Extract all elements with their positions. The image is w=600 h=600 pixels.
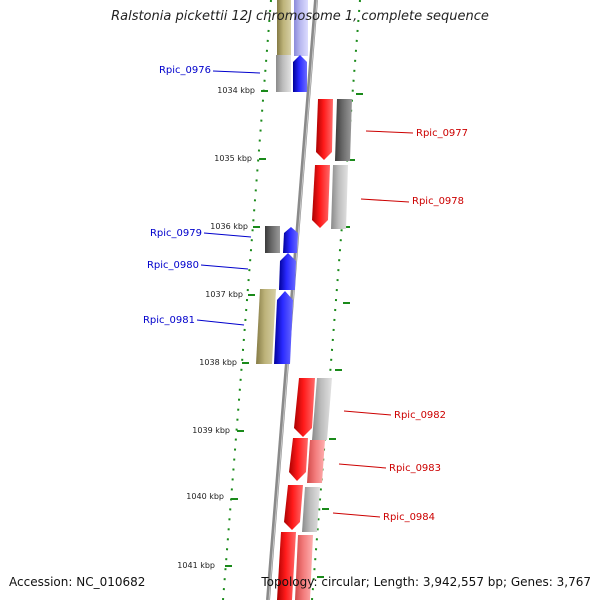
gene-label-rpic-0976[interactable]: Rpic_0976 (159, 65, 211, 76)
tick-label: 1035 kbp (214, 154, 252, 163)
scale-ticks: 1034 kbp 1035 kbp 1036 kbp 1037 kbp 1038… (177, 86, 363, 578)
gene-block (277, 0, 291, 56)
gene-label-rpic-0982[interactable]: Rpic_0982 (394, 410, 446, 421)
label-leader-line (365, 130, 414, 134)
label-leader-line (343, 410, 392, 416)
gene-label-rpic-0977[interactable]: Rpic_0977 (416, 128, 468, 139)
accession-label: Accession: NC_010682 (9, 575, 146, 589)
map-title: Ralstonia pickettii 12J chromosome 1, co… (111, 9, 489, 24)
feature-rpic-0985[interactable] (277, 532, 313, 600)
gene-label-rpic-0984[interactable]: Rpic_0984 (383, 512, 435, 523)
gene-block (302, 487, 320, 532)
scale-ring-outer (311, 0, 361, 600)
label-leader-line (332, 512, 381, 518)
gene-block (307, 440, 325, 483)
gene-label-rpic-0978[interactable]: Rpic_0978 (412, 196, 464, 207)
feature-rpic-0984[interactable] (284, 485, 320, 532)
label-leader-line (203, 232, 252, 238)
cds-arrow (294, 378, 315, 437)
label-leader-line (196, 319, 245, 326)
label-leader-line (212, 70, 261, 74)
tick-label: 1041 kbp (177, 561, 215, 570)
cds-arrow (274, 291, 293, 364)
label-leader-line (338, 463, 387, 469)
tick-label: 1037 kbp (205, 290, 243, 299)
cds-arrow (284, 485, 303, 530)
feature-rpic-0978[interactable] (312, 165, 348, 229)
tick-label: 1036 kbp (210, 222, 248, 231)
gene-block (312, 378, 332, 440)
cds-arrow (293, 55, 307, 92)
gene-block (256, 289, 276, 364)
gene-label-rpic-0983[interactable]: Rpic_0983 (389, 463, 441, 474)
gene-label-rpic-0980[interactable]: Rpic_0980 (147, 260, 199, 271)
cds-block (277, 532, 296, 600)
gene-block (295, 535, 313, 600)
feature-rpic-0983[interactable] (289, 438, 325, 483)
feature-rpic-0976[interactable] (276, 55, 307, 92)
tick-label: 1040 kbp (186, 492, 224, 501)
feature-rpic-0979[interactable] (265, 226, 298, 253)
genome-summary: Topology: circular; Length: 3,942,557 bp… (261, 575, 591, 589)
gene-label-rpic-0981[interactable]: Rpic_0981 (143, 315, 195, 326)
tick-label: 1039 kbp (192, 426, 230, 435)
cds-arrow (312, 165, 330, 228)
cds-arrow (316, 99, 333, 160)
tick-label: 1038 kbp (199, 358, 237, 367)
label-leader-line (200, 264, 249, 270)
cds-arrow (279, 253, 296, 290)
gene-block (331, 165, 348, 229)
feature-rpic-0975[interactable] (277, 0, 308, 56)
feature-rpic-0981[interactable] (256, 289, 293, 364)
feature-rpic-0977[interactable] (316, 99, 352, 161)
gene-block (276, 55, 291, 92)
cds-arrow (283, 227, 298, 253)
feature-rpic-0980[interactable] (279, 253, 296, 290)
cds-block (294, 0, 308, 56)
gene-block (265, 226, 280, 253)
tick-label: 1034 kbp (217, 86, 255, 95)
cds-arrow (289, 438, 308, 481)
gene-block (335, 99, 352, 161)
gene-label-rpic-0979[interactable]: Rpic_0979 (150, 228, 202, 239)
feature-rpic-0982[interactable] (294, 378, 332, 440)
label-leader-line (360, 198, 410, 203)
